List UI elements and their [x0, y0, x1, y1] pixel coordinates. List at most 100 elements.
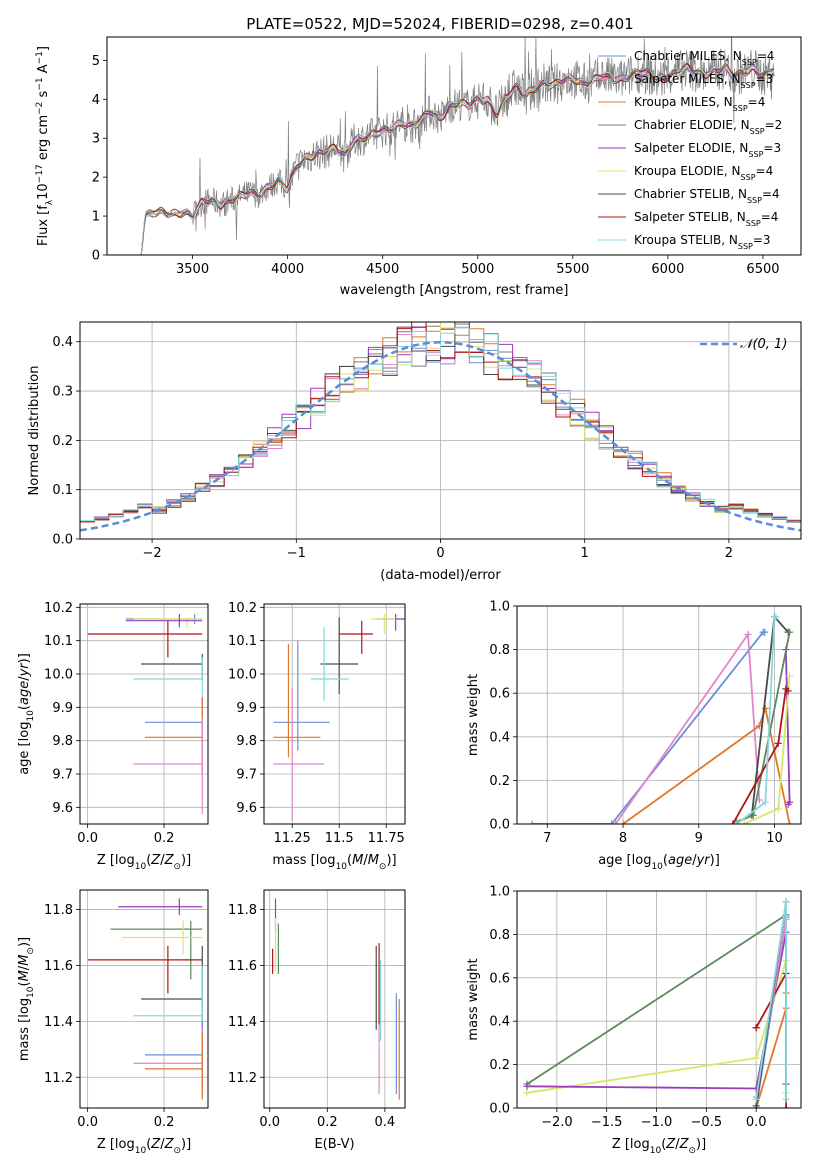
- y-tick-label: 3: [92, 132, 100, 147]
- label-part: 10: [336, 862, 348, 872]
- label-part: (: [663, 853, 668, 868]
- x-tick-label: −0.5: [691, 1115, 723, 1130]
- mass_age-points: [273, 614, 405, 821]
- label-part: /: [363, 853, 368, 868]
- x-tick-label: −2: [143, 546, 162, 561]
- label-part: Z: [679, 1137, 690, 1152]
- mass_age-axes: 11.25 11.5 11.75 9.6 9.7 9.8 9.9 10.0 10.1 10.2: [228, 601, 405, 846]
- label-part: 10: [36, 183, 51, 200]
- legend-text: Kroupa MILES, N: [634, 95, 733, 109]
- legend-label: Chabrier STELIB, NSSP=4: [634, 187, 780, 205]
- legend-label: Kroupa MILES, NSSP=4: [634, 95, 765, 113]
- age_weight-axes: 7 8 9 10 0.0 0.2 0.4 0.6 0.8 1.0: [489, 600, 801, 846]
- residual-histograms: [80, 322, 801, 532]
- z-weight-xlabel: Z [log10(Z/Z⊙)]: [612, 1137, 706, 1156]
- z-age-xlabel: Z [log10(Z/Z⊙)]: [97, 853, 191, 872]
- label-part: erg cm: [36, 115, 51, 164]
- x-tick-label: 11.5: [325, 831, 354, 846]
- label-part: 10: [26, 986, 36, 998]
- z-mass-xlabel: Z [log10(Z/Z⊙)]: [97, 1137, 191, 1156]
- z-weight-ylabel: mass weight: [466, 958, 481, 1040]
- y-tick-label: 9.7: [236, 768, 257, 783]
- legend-label: Chabrier MILES, NSSP=4: [634, 49, 774, 67]
- legend-text: Chabrier ELODIE, N: [634, 118, 750, 132]
- label-part: mass weight: [466, 958, 481, 1040]
- x-tick-label: 7: [543, 831, 551, 846]
- y-tick-label: 10.0: [44, 668, 73, 683]
- age-weight-ylabel: mass weight: [466, 674, 481, 756]
- label-part: Z [log: [612, 1137, 650, 1152]
- label-part: (: [661, 1137, 666, 1152]
- label-part: 10: [135, 862, 147, 872]
- label-part: (: [347, 853, 352, 868]
- label-part: Z: [150, 1137, 161, 1152]
- legend-text: Salpeter MILES, N: [634, 72, 741, 86]
- legend-label: Kroupa ELODIE, NSSP=4: [634, 164, 773, 182]
- legend-suffix: =4: [761, 210, 779, 224]
- x-tick-label: 6000: [651, 262, 684, 277]
- y-tick-label: 11.6: [228, 959, 257, 974]
- y-tick-label: 0.4: [489, 730, 510, 745]
- legend-text: Kroupa STELIB, N: [634, 233, 738, 247]
- label-part: )]: [710, 853, 720, 868]
- label-part: ⊙: [379, 862, 387, 872]
- histogram-step: [80, 327, 801, 523]
- label-part: Normed distribution: [27, 366, 42, 496]
- z_mass-frame: [79, 889, 209, 1109]
- label-part: )]: [181, 853, 191, 868]
- legend-sub: SSP: [748, 150, 763, 159]
- legend-suffix: =3: [753, 233, 771, 247]
- model-spectrum: [140, 65, 775, 255]
- label-part: −1: [35, 51, 45, 64]
- y-tick-label: 1.0: [489, 600, 510, 615]
- age_weight-frame: [516, 605, 802, 825]
- z_age-points: [87, 614, 203, 814]
- label-part: age: [668, 853, 692, 868]
- label-part: Z: [164, 1137, 175, 1152]
- z-mass-ylabel: mass [log10(M/M⊙)]: [17, 937, 36, 1061]
- label-part: )]: [17, 937, 32, 947]
- x-tick-label: −1: [287, 546, 306, 561]
- y-tick-label: 0: [92, 249, 100, 264]
- label-part: (: [17, 981, 32, 986]
- spectrum-lines: [140, 37, 775, 255]
- legend-label: Kroupa STELIB, NSSP=3: [634, 233, 771, 251]
- label-part: Z [log: [97, 853, 135, 868]
- age_weight-lines: [528, 613, 794, 824]
- x-tick-label: 0.4: [375, 1115, 396, 1130]
- y-tick-label: 4: [92, 93, 100, 108]
- legend-sub: SSP: [747, 196, 762, 205]
- mass_age-frame: [263, 603, 406, 825]
- y-tick-label: 5: [92, 54, 100, 69]
- y-tick-label: 11.4: [44, 1015, 73, 1030]
- legend-label: 𝒩(0, 1): [740, 337, 787, 352]
- label-part: (: [17, 705, 32, 710]
- legend-suffix: =4: [762, 187, 780, 201]
- legend-sub: SSP: [741, 173, 756, 182]
- label-part: ⊙: [688, 1146, 696, 1156]
- y-tick-label: 11.2: [228, 1071, 257, 1086]
- age-weight-xlabel: age [log10(age/yr)]: [598, 853, 720, 872]
- label-part: (: [146, 1137, 151, 1152]
- x-tick-label: −1.5: [591, 1115, 623, 1130]
- y-tick-label: 9.6: [236, 801, 257, 816]
- x-tick-label: −2.0: [541, 1115, 573, 1130]
- label-part: M: [17, 970, 32, 981]
- legend-sub: SSP: [733, 104, 748, 113]
- figure-title: PLATE=0522, MJD=52024, FIBERID=0298, z=0…: [246, 15, 633, 33]
- label-part: Z: [665, 1137, 676, 1152]
- z_weight-lines: [523, 898, 790, 1108]
- y-tick-label: 9.9: [52, 701, 73, 716]
- label-part: M: [352, 853, 363, 868]
- y-tick-label: 9.7: [52, 768, 73, 783]
- legend-label: Salpeter MILES, NSSP=3: [634, 72, 773, 90]
- legend-suffix: =4: [756, 164, 774, 178]
- z_age-axes: 0.0 0.2 9.6 9.7 9.8 9.9 10.0 10.1 10.2: [44, 601, 208, 846]
- label-part: mass [log: [17, 998, 32, 1061]
- residuals-xlabel: (data-model)/error: [380, 568, 501, 583]
- y-tick-label: 1.0: [489, 885, 510, 900]
- label-part: A: [36, 64, 51, 77]
- x-tick-label: 3500: [176, 262, 209, 277]
- label-part: 10: [651, 862, 663, 872]
